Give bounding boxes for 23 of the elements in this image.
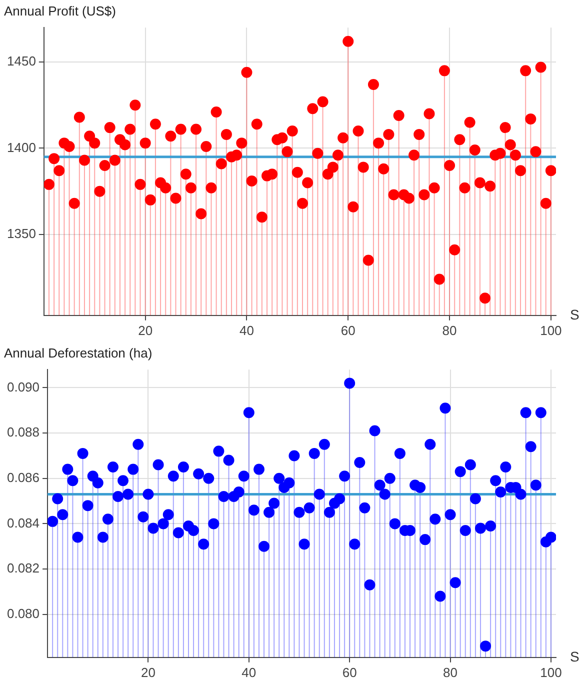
y-tick-label: 0.086 — [6, 470, 40, 485]
y-tick-label: 0.082 — [6, 560, 40, 576]
y-tick-label: 0.088 — [6, 424, 40, 440]
y-tick-label: 1400 — [7, 140, 36, 155]
x-tick-label: 100 — [540, 322, 562, 338]
x-tick-label: 80 — [442, 322, 457, 338]
x-tick-label: 80 — [443, 664, 458, 680]
x-tick-label: 40 — [239, 322, 254, 338]
x-tick-label: 100 — [540, 664, 562, 680]
x-tick-label: 20 — [138, 322, 153, 338]
y-tick-label: 0.090 — [6, 379, 40, 394]
x-axis-title: S — [570, 306, 580, 322]
x-tick-label: 60 — [340, 322, 356, 338]
y-tick-label: 0.080 — [6, 606, 40, 621]
y-tick-label: 1350 — [7, 226, 36, 241]
x-tick-label: 20 — [140, 664, 156, 680]
x-tick-label: 40 — [242, 664, 256, 680]
y-axis-title: Annual Profit (US$) — [4, 3, 116, 18]
x-tick-label: 60 — [342, 664, 357, 680]
x-axis-title: S — [570, 648, 580, 664]
y-tick-label: 0.084 — [6, 515, 40, 530]
y-tick-label: 1450 — [7, 54, 36, 69]
y-axis-title: Annual Deforestation (ha) — [4, 345, 152, 360]
